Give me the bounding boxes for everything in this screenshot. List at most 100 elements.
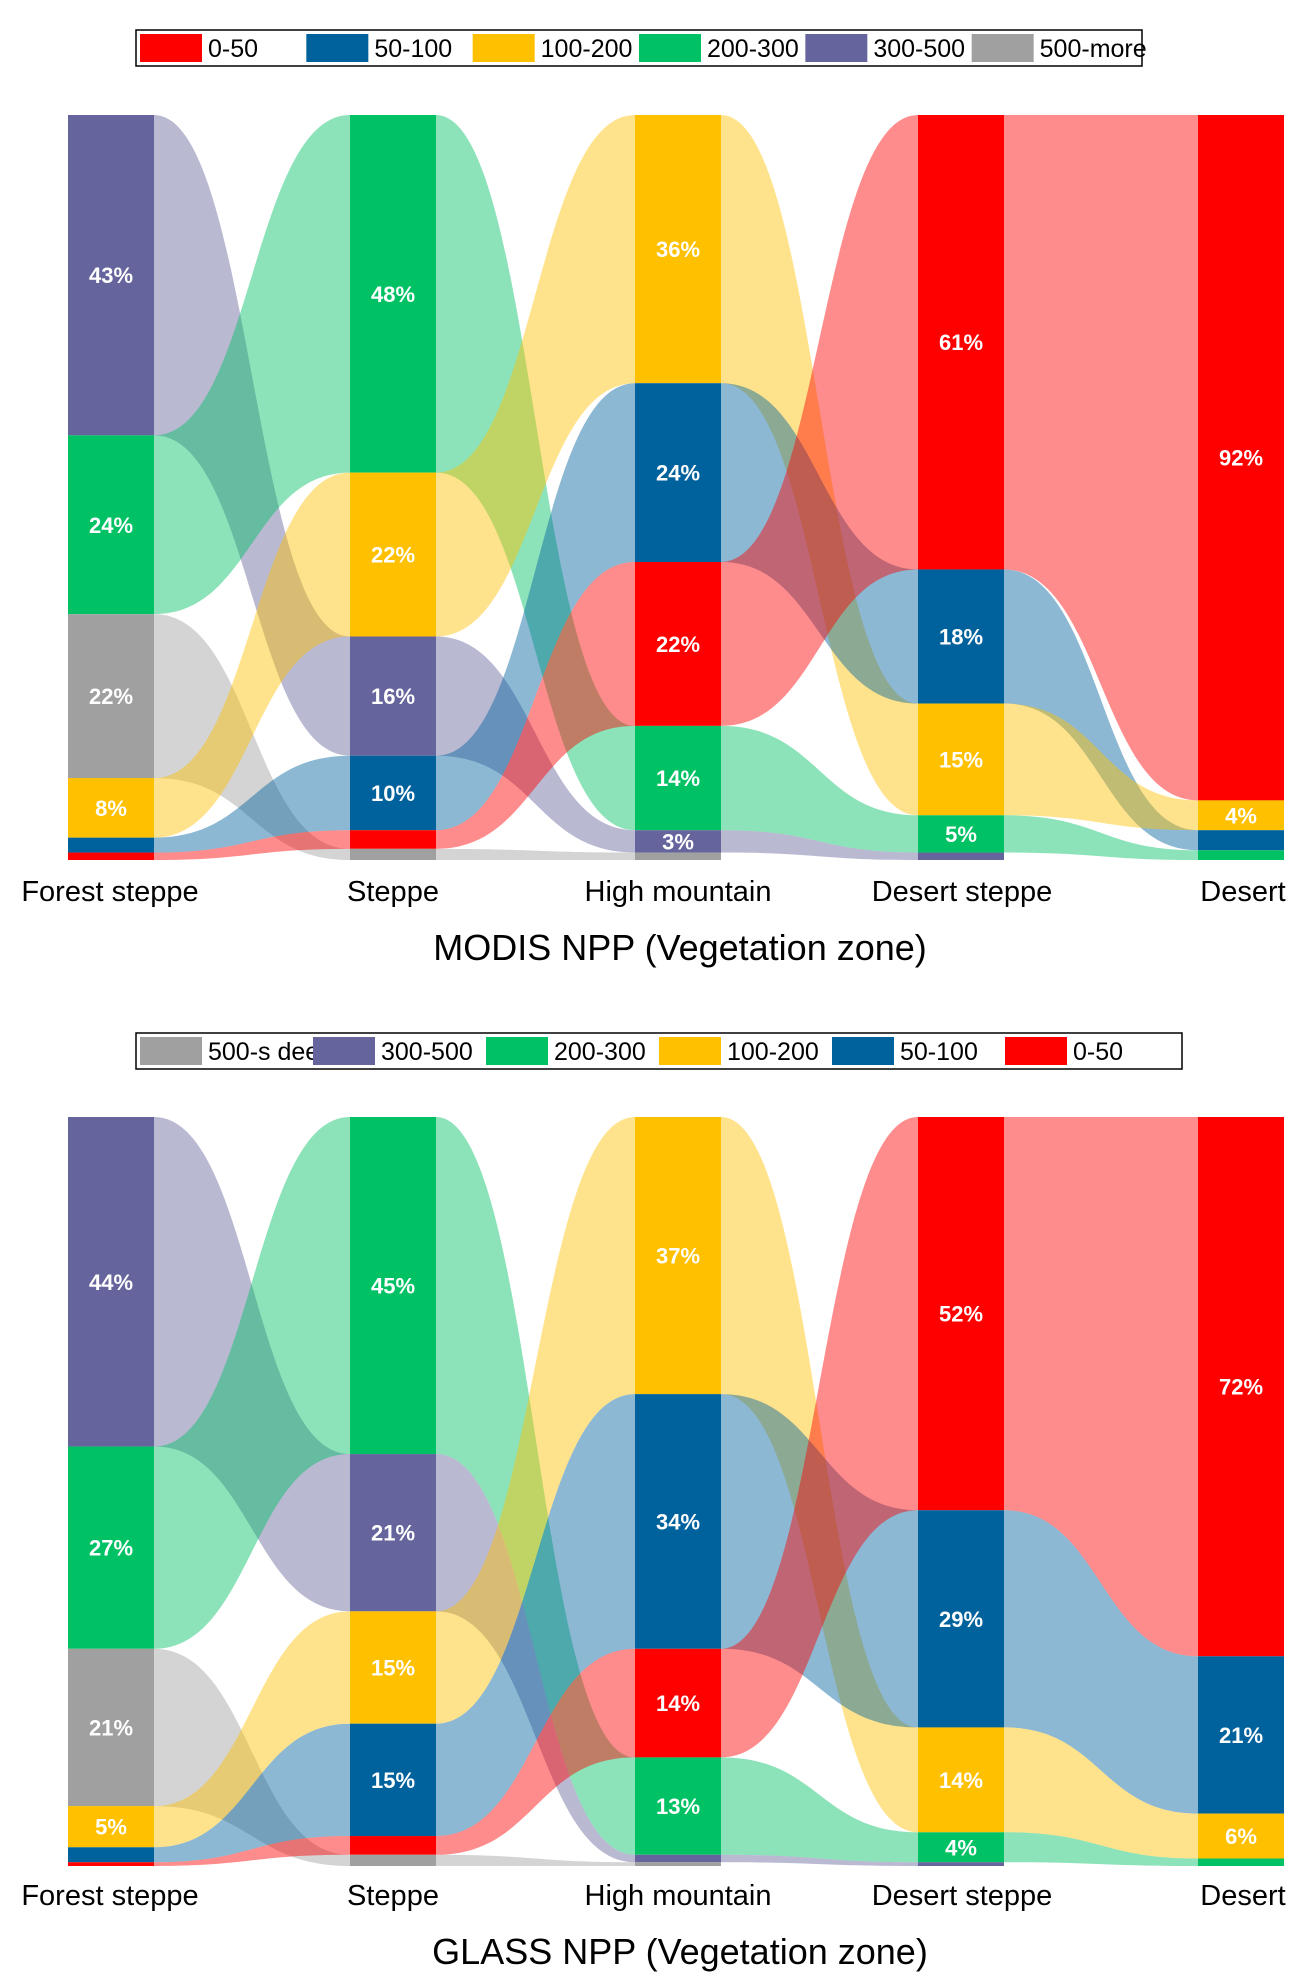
data-label: 10%: [371, 781, 415, 806]
bar-segment-0-50: [350, 830, 436, 849]
bar-segment-200-300: [350, 115, 436, 473]
data-label: 21%: [371, 1521, 415, 1546]
flow-ribbon-500+: [436, 1854, 635, 1866]
legend-swatch: [1005, 1037, 1067, 1065]
bar-segment-0-50: [1198, 1117, 1284, 1657]
flow-ribbon-0-50: [721, 115, 918, 726]
bar-segment-100-200: [918, 1727, 1004, 1833]
bar-segment-200-300: [1198, 850, 1284, 860]
ribbons: [154, 1117, 1198, 1866]
bar-segment-200-300: [918, 815, 1004, 853]
bar-segment-200-300: [68, 435, 154, 615]
x-axis-title: GLASS NPP (Vegetation zone): [432, 1931, 928, 1972]
data-label: 15%: [371, 1656, 415, 1681]
zone-label: Forest steppe: [21, 876, 198, 908]
bar-segment-100-200: [918, 703, 1004, 816]
bar-segment-500+: [635, 1862, 721, 1866]
data-label: 5%: [95, 1815, 127, 1840]
data-label: 15%: [371, 1768, 415, 1793]
legend-swatch: [313, 1037, 375, 1065]
bar-segment-100-200: [1198, 1813, 1284, 1859]
data-label: 4%: [945, 1835, 977, 1860]
flow-ribbon-200-300: [721, 725, 918, 853]
data-label: 48%: [371, 282, 415, 307]
data-label: 3%: [662, 829, 694, 854]
zone-label: Desert steppe: [872, 1880, 1053, 1912]
bar-segment-300-500: [918, 852, 1004, 860]
flow-ribbon-100-200: [721, 1117, 918, 1833]
data-label: 18%: [939, 625, 983, 650]
flow-ribbon-100-200: [436, 115, 635, 637]
data-label: 45%: [371, 1274, 415, 1299]
flow-ribbon-50-100: [1004, 1510, 1198, 1814]
legend-entry: 100-200: [727, 1038, 819, 1066]
bar-segment-50-100: [68, 837, 154, 853]
flow-ribbon-100-200: [154, 472, 350, 838]
legend-swatch: [140, 34, 202, 62]
data-label: 37%: [656, 1244, 700, 1269]
flow-ribbon-50-100: [154, 1723, 350, 1863]
zone-label: High mountain: [585, 1880, 772, 1912]
flow-ribbon-300-500: [154, 115, 350, 756]
data-label: 27%: [89, 1536, 133, 1561]
bar-segment-500+: [68, 1648, 154, 1807]
legend-swatch: [306, 34, 369, 62]
data-label: 24%: [89, 513, 133, 538]
node-bars: 43% 24% 22% 8% 48% 22% 16% 10% 36% 24% 22% 14% 3% 61%…: [68, 115, 1284, 860]
bar-segment-300-500: [635, 1854, 721, 1863]
flow-ribbon-0-50: [154, 830, 350, 860]
legend-swatch: [971, 34, 1034, 62]
flow-ribbon-0-50: [436, 562, 635, 849]
flow-ribbon-300-500: [436, 636, 635, 853]
x-axis-title: MODIS NPP (Vegetation zone): [433, 927, 927, 968]
flow-ribbon-100-200: [721, 115, 918, 816]
data-label: 43%: [89, 263, 133, 288]
bar-segment-100-200: [350, 472, 436, 637]
flow-ribbon-300-500: [436, 1454, 635, 1863]
data-label: 61%: [939, 330, 983, 355]
flow-ribbon-200-300: [436, 115, 635, 831]
data-label: 22%: [656, 632, 700, 657]
node-bars: 44% 27% 21% 5% 45% 21% 15% 15% 37% 34% 14% 13% 52% 29…: [68, 1117, 1284, 1866]
flow-ribbon-100-200: [436, 1117, 635, 1724]
bar-segment-50-100: [1198, 1656, 1284, 1814]
flow-ribbon-500+: [436, 848, 635, 860]
bar-segment-300-500: [68, 1117, 154, 1447]
flow-ribbon-50-100: [436, 383, 635, 831]
bar-segment-100-200: [635, 115, 721, 384]
bar-segment-0-50: [635, 1648, 721, 1758]
data-label: 15%: [939, 747, 983, 772]
bar-segment-300-500: [350, 1454, 436, 1612]
bar-segment-200-300: [918, 1832, 1004, 1863]
bar-segment-0-50: [350, 1836, 436, 1855]
data-label: 22%: [371, 543, 415, 568]
bar-segment-0-50: [68, 852, 154, 860]
bar-segment-200-300: [1198, 1858, 1284, 1866]
data-label: 4%: [1225, 803, 1257, 828]
bar-segment-200-300: [635, 725, 721, 831]
zone-label: Forest steppe: [21, 1880, 198, 1912]
bar-segment-0-50: [635, 562, 721, 726]
legend-swatch: [140, 1037, 202, 1065]
legend-swatch: [486, 1037, 548, 1065]
bar-segment-200-300: [68, 1446, 154, 1649]
legend-entry: 500-more: [1040, 35, 1147, 63]
data-label: 72%: [1219, 1375, 1263, 1400]
flow-ribbon-100-200: [1004, 703, 1198, 831]
legend-entry: 300-500: [381, 1038, 473, 1066]
bar-segment-100-200: [68, 778, 154, 838]
data-label: 34%: [656, 1509, 700, 1534]
bar-segment-100-200: [350, 1611, 436, 1724]
legend-swatch: [472, 34, 535, 62]
flow-ribbon-50-100: [436, 1394, 635, 1837]
data-label: 21%: [1219, 1723, 1263, 1748]
zone-label: Desert: [1200, 876, 1285, 908]
data-label: 6%: [1225, 1824, 1257, 1849]
bar-segment-50-100: [350, 1723, 436, 1837]
data-label: 16%: [371, 684, 415, 709]
data-label: 24%: [656, 461, 700, 486]
zone-label: Steppe: [347, 876, 439, 908]
data-label: 8%: [95, 796, 127, 821]
bar-segment-100-200: [635, 1117, 721, 1395]
bar-segment-50-100: [635, 383, 721, 562]
